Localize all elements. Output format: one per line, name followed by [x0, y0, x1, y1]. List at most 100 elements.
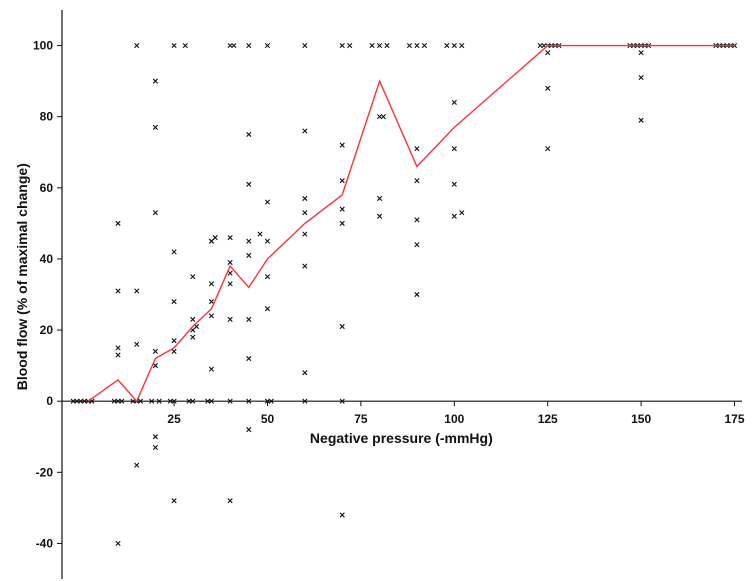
data-point	[134, 462, 140, 468]
data-point	[167, 398, 173, 404]
x-tick-label: 75	[354, 412, 368, 426]
data-point	[638, 117, 644, 123]
data-point	[74, 398, 80, 404]
data-point	[264, 238, 271, 244]
data-point	[444, 42, 450, 49]
data-point	[152, 348, 158, 354]
data-point	[227, 398, 233, 404]
data-point	[227, 259, 233, 266]
data-point	[339, 42, 345, 49]
data-point	[190, 334, 196, 340]
data-point	[302, 42, 308, 49]
data-point	[459, 210, 465, 216]
data-point	[152, 363, 158, 369]
data-point	[78, 398, 84, 404]
data-point	[171, 398, 177, 404]
data-point	[246, 427, 252, 433]
y-tick-label: -20	[36, 465, 54, 479]
data-point	[156, 398, 162, 404]
data-point	[171, 348, 177, 354]
data-point	[137, 398, 144, 404]
data-point	[171, 249, 177, 255]
data-point	[414, 146, 420, 152]
x-tick-label: 25	[167, 412, 181, 426]
data-point	[264, 306, 271, 312]
data-point	[227, 316, 233, 322]
data-point	[246, 238, 252, 244]
data-point	[246, 131, 252, 138]
data-point	[384, 42, 390, 49]
data-point	[115, 345, 121, 351]
data-point	[339, 398, 345, 404]
data-point	[152, 444, 158, 451]
axes	[61, 10, 742, 579]
data-point	[414, 178, 420, 184]
data-point	[638, 50, 644, 56]
data-point	[205, 398, 211, 404]
y-tick-label: 0	[46, 394, 53, 408]
y-tick-label: -40	[36, 536, 54, 550]
data-point	[545, 146, 551, 152]
y-tick-label: 40	[40, 252, 54, 266]
data-point	[149, 398, 155, 404]
x-tick-label: 50	[261, 412, 275, 426]
scatter-points	[70, 42, 738, 547]
data-point	[414, 242, 420, 248]
data-point	[212, 235, 218, 241]
data-point	[246, 181, 252, 187]
data-point	[347, 42, 353, 49]
data-point	[130, 398, 136, 404]
data-point	[246, 355, 252, 362]
data-point	[186, 398, 192, 404]
data-point	[246, 252, 252, 258]
data-point	[115, 398, 121, 404]
data-point	[339, 206, 345, 212]
y-tick-label: 80	[40, 110, 54, 124]
data-point	[406, 42, 413, 49]
data-point	[231, 42, 237, 49]
data-point	[208, 398, 215, 404]
data-point	[70, 398, 76, 404]
data-point	[246, 42, 252, 49]
data-point	[227, 270, 233, 276]
data-point	[182, 42, 188, 49]
data-point	[414, 291, 420, 298]
data-point	[115, 540, 121, 547]
data-point	[115, 220, 121, 226]
data-point	[208, 281, 215, 287]
data-point	[537, 42, 543, 49]
data-point	[302, 128, 308, 134]
data-point	[376, 213, 383, 219]
data-point	[171, 42, 177, 49]
data-point	[302, 398, 308, 404]
data-point	[369, 42, 375, 49]
data-point	[152, 210, 158, 216]
data-point	[264, 42, 271, 49]
x-tick-label: 150	[631, 412, 651, 426]
data-point	[414, 217, 420, 223]
data-point	[414, 42, 420, 49]
x-ticks: 25 50 75 100 125 150 175	[167, 401, 745, 426]
data-point	[421, 42, 428, 49]
data-point	[227, 498, 233, 504]
data-point	[152, 78, 158, 84]
data-point	[339, 220, 345, 226]
data-point	[451, 99, 457, 106]
data-point	[451, 213, 457, 219]
data-point	[302, 263, 308, 269]
data-point	[227, 235, 233, 241]
data-point	[257, 231, 263, 237]
x-tick-label: 100	[444, 412, 464, 426]
data-point	[115, 288, 121, 294]
data-point	[171, 338, 177, 344]
data-point	[545, 50, 551, 56]
data-point	[246, 316, 252, 322]
y-ticks: -40 -20 0 20 40 60 80 100	[33, 39, 62, 550]
data-point	[380, 114, 386, 120]
y-tick-label: 60	[40, 181, 54, 195]
x-tick-label: 175	[725, 412, 745, 426]
data-point	[134, 341, 140, 347]
data-point	[339, 142, 345, 148]
data-point	[119, 398, 125, 404]
